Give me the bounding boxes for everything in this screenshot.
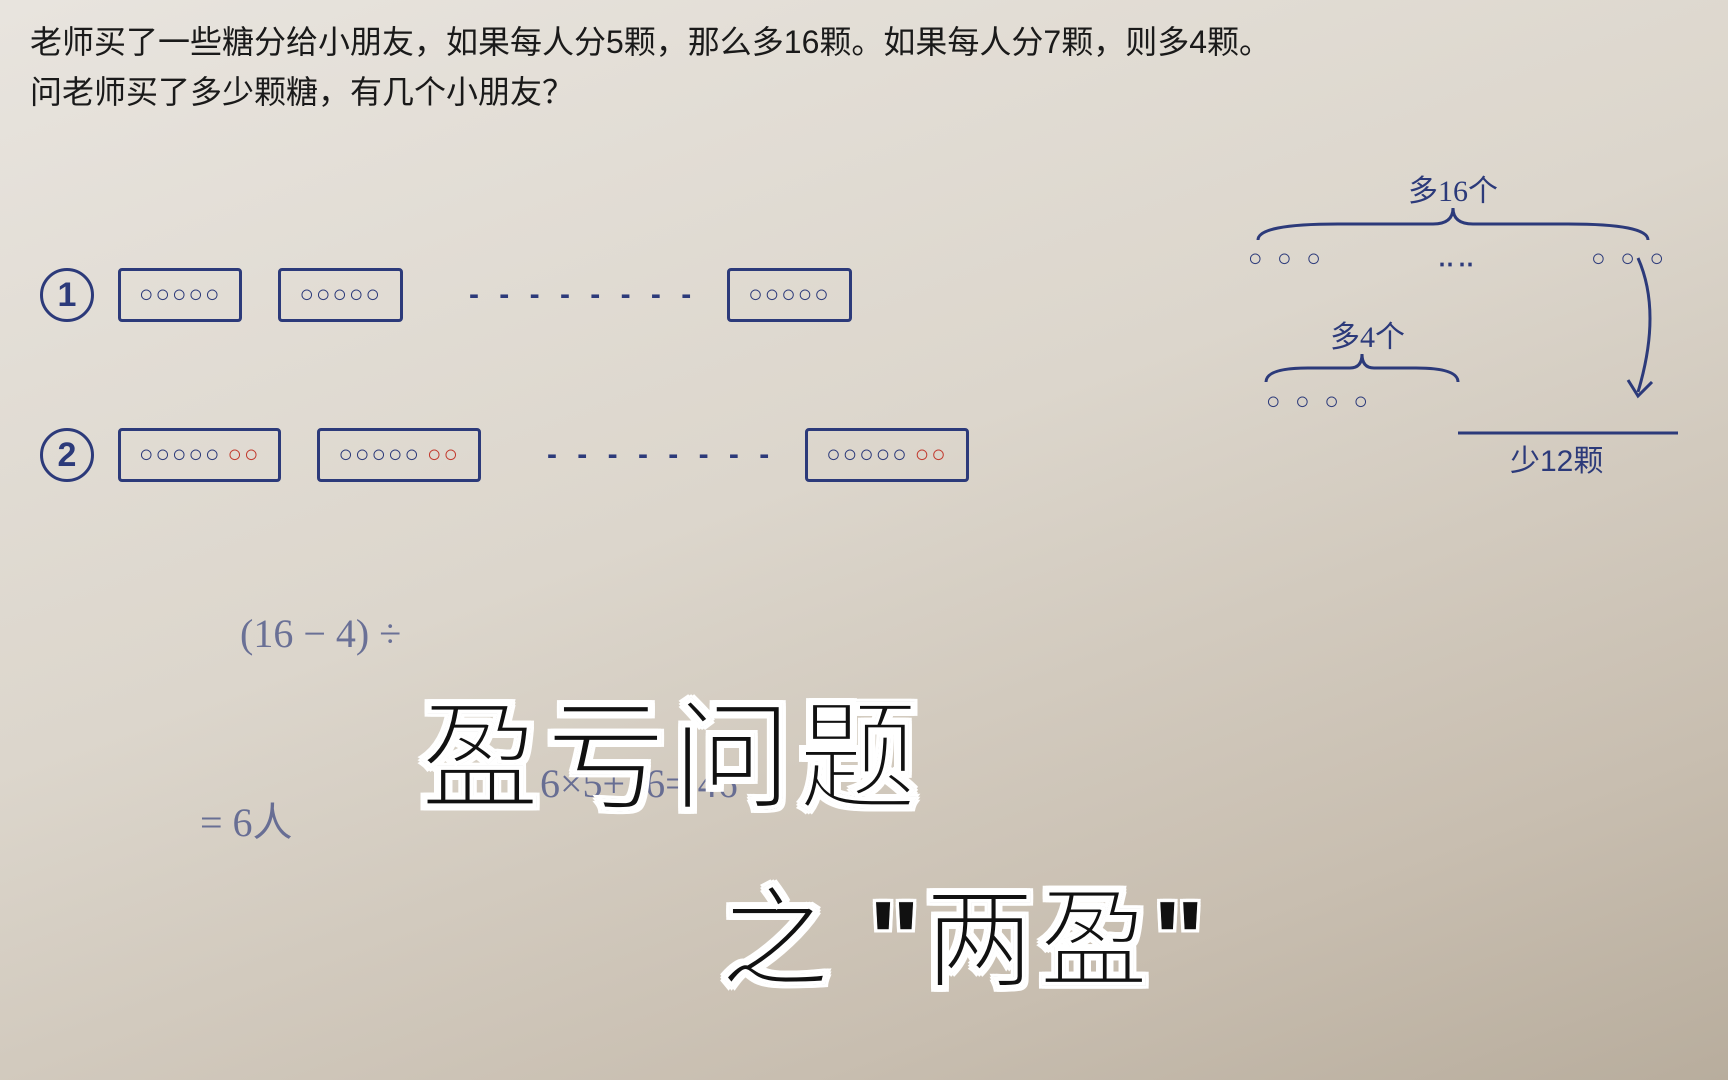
arrow-down-icon (1608, 252, 1678, 412)
problem-statement: 老师买了一些糖分给小朋友，如果每人分5颗，那么多16颗。如果每人分7颗，则多4颗… (30, 18, 1271, 117)
row-number-2: 2 (40, 428, 94, 482)
row-number-1: 1 (40, 268, 94, 322)
extra-16-label: 多16个 (1408, 166, 1498, 210)
problem-line-2: 问老师买了多少颗糖，有几个小朋友？ (30, 68, 1271, 118)
extra-4-circles: ○ ○ ○ ○ (1266, 388, 1372, 416)
candy-box-5b: ○○○○○ (278, 268, 402, 322)
calc-line-2: = 6人 (200, 790, 293, 848)
overlay-title-1: 盈亏问题 (420, 660, 924, 834)
problem-line-1: 老师买了一些糖分给小朋友，如果每人分5颗，那么多16颗。如果每人分7颗，则多4颗… (30, 18, 1271, 68)
extra-16-dots: ‥‥ (1438, 244, 1478, 273)
extra-16-circles-left: ○ ○ ○ (1248, 245, 1325, 273)
diagram-row-2: 2 ○○○○○ ○○ ○○○○○ ○○ - - - - - - - - ○○○○… (40, 390, 1688, 520)
overlay-title-2: 之 "两盈" (720, 850, 1209, 1010)
candy-box-7c: ○○○○○ ○○ (805, 428, 968, 482)
ellipsis-2: - - - - - - - - (547, 438, 775, 472)
candy-box-7b: ○○○○○ ○○ (317, 428, 480, 482)
extra-4-label: 多4个 (1330, 312, 1405, 356)
ellipsis-1: - - - - - - - - (469, 278, 697, 312)
candy-box-5c: ○○○○○ (727, 268, 851, 322)
candy-box-7a: ○○○○○ ○○ (118, 428, 281, 482)
calc-line-1: (16 − 4) ÷ (240, 610, 401, 657)
candy-box-5a: ○○○○○ (118, 268, 242, 322)
diff-label: 少12颗 (1510, 436, 1603, 480)
